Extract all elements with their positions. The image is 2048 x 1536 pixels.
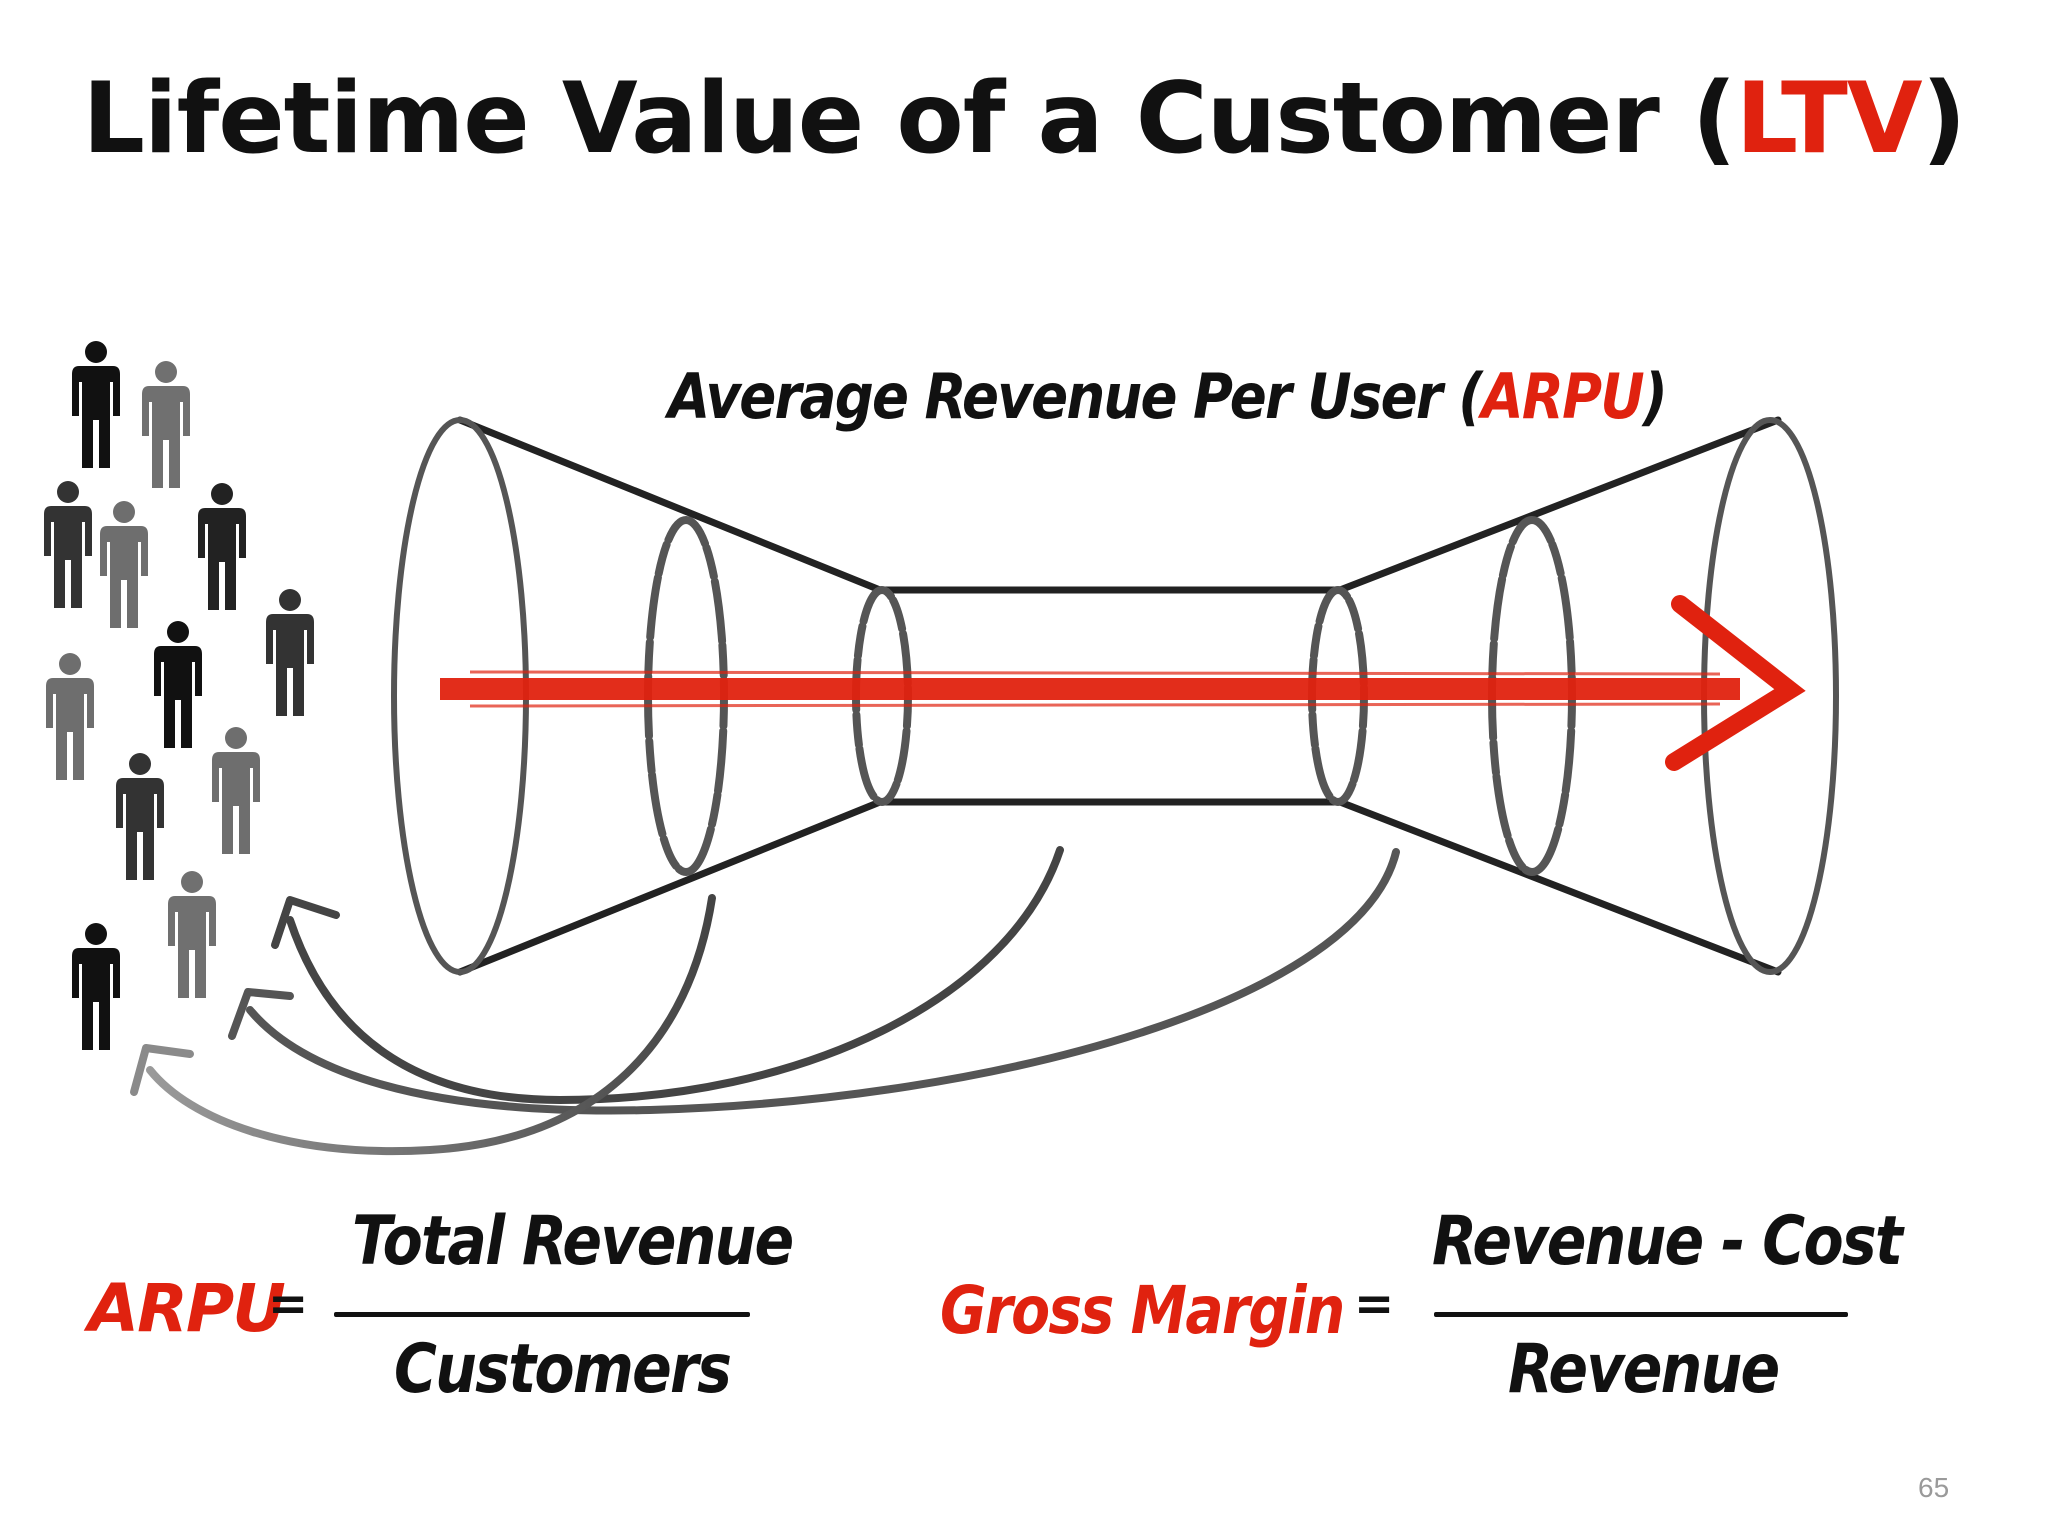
arpu-label-prefix: Average Revenue Per User (	[668, 360, 1483, 433]
gross-margin-denominator: Revenue	[1508, 1330, 1780, 1409]
gross-margin-numerator: Revenue - Cost	[1432, 1202, 1903, 1281]
title-highlight: LTV	[1735, 62, 1923, 176]
arpu-formula-name: ARPU	[88, 1270, 286, 1347]
person-icon	[100, 501, 148, 628]
arpu-fraction-bar	[334, 1312, 750, 1317]
curved-arrow	[130, 846, 1400, 1156]
arpu-diagram-label: Average Revenue Per User (ARPU)	[668, 360, 1668, 433]
person-icon	[142, 361, 190, 488]
page-number: 65	[1918, 1472, 1950, 1503]
person-icon	[72, 923, 120, 1050]
arpu-label-suffix: )	[1642, 360, 1668, 433]
person-icon	[266, 589, 314, 716]
person-icon	[198, 483, 246, 610]
title-prefix: Lifetime Value of a Customer (	[82, 62, 1737, 176]
person-icon	[154, 621, 202, 748]
slide-title: Lifetime Value of a Customer (LTV)	[0, 62, 2048, 176]
person-icon	[168, 871, 216, 998]
gross-margin-equals-sign: =	[1354, 1276, 1395, 1332]
person-icon	[116, 753, 164, 880]
arpu-label-highlight: ARPU	[1481, 360, 1644, 433]
person-icon	[44, 481, 92, 608]
red-arrow	[440, 595, 1806, 771]
arpu-equals-sign: =	[268, 1276, 309, 1332]
person-icon	[72, 341, 120, 468]
arpu-numerator: Total Revenue	[352, 1202, 794, 1281]
title-suffix: )	[1921, 62, 1967, 176]
person-icon	[212, 727, 260, 854]
person-icon	[46, 653, 94, 780]
gross-margin-fraction-bar	[1434, 1312, 1848, 1317]
gross-margin-formula-name: Gross Margin	[940, 1272, 1345, 1349]
arpu-denominator: Customers	[394, 1330, 732, 1409]
